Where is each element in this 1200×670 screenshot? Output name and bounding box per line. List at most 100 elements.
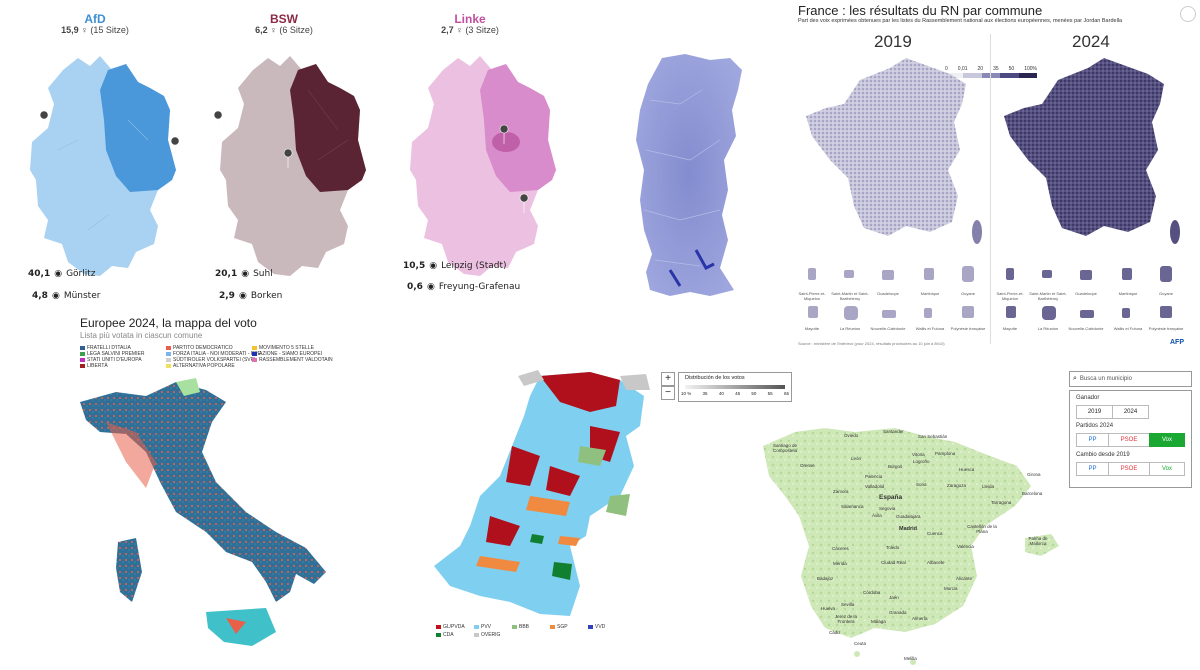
linke-high-value: 10,5 (403, 261, 426, 271)
city-valencia: Valencia (957, 544, 974, 549)
legend-tick: 65 (783, 391, 789, 396)
legend-label: BBB (519, 624, 530, 630)
bsw-high-stat: 20,1 ◉ Suhl (215, 269, 273, 279)
pin-icon: ◉ (241, 269, 250, 279)
legend-label: ALTERNATIVA POPOLARE (173, 363, 235, 369)
scale-1: 0,01 (957, 66, 968, 72)
city-alicante: Alicante (956, 576, 973, 581)
legend-label: VVD (595, 624, 606, 630)
italy-map (80, 378, 326, 646)
city-burgos: Burgos (888, 464, 903, 469)
linke-high-stat: 10,5 ◉ Leipzig (Stadt) (403, 261, 507, 271)
city-girona: Girona (1027, 472, 1041, 477)
city-pamplona: Pamplona (935, 451, 956, 456)
legend-label: LEGA SALVINI PREMIER (87, 351, 145, 357)
city-toledo: Toledo (886, 545, 900, 550)
search-placeholder: Busca un municipio (1079, 376, 1132, 382)
city-granada: Granada (889, 610, 907, 615)
year-2019-button[interactable]: 2019 (1076, 405, 1113, 419)
psoe-button[interactable]: PSOE (1108, 433, 1150, 447)
afd-low-value: 4,8 (32, 291, 48, 301)
city-zamora: Zamora (833, 489, 849, 494)
overseas-territories (808, 266, 974, 320)
legend-item: ALTERNATIVA POPOLARE (166, 363, 235, 369)
linke-seats: (3 Sitze) (465, 25, 499, 35)
afp-logo-top (1180, 6, 1196, 22)
terr-label: Saint-Pierre-et-Miquelon (798, 291, 826, 301)
city-badajoz: Badajoz (817, 576, 834, 581)
legend-item: SÜDTIROLER VOLKSPARTEI (SVP) (166, 357, 256, 363)
france-maps (806, 58, 1180, 320)
legend-swatch (550, 625, 555, 629)
legend-label: PVV (481, 624, 492, 630)
terr-label: Guadeloupe (1075, 291, 1097, 296)
terr-label: Guadeloupe (877, 291, 899, 296)
legend-label: FRATELLI D'ITALIA (87, 345, 131, 351)
linke-result-value: 2,7 (441, 25, 454, 35)
terr-label: Polynésie française (950, 326, 986, 331)
afd-title: AfD (84, 12, 106, 26)
bsw-low-place: Borken (250, 291, 283, 301)
legend-label: CDA (443, 632, 454, 638)
vox-button[interactable]: Vox (1149, 433, 1185, 447)
terr-label: Nouvelle-Calédonie (1068, 326, 1104, 331)
city-cuenca: Cuenca (927, 531, 943, 536)
spain-map (763, 428, 1059, 665)
netherlands-map (434, 370, 650, 616)
terr-label: Martinique (1118, 291, 1138, 296)
linke-title: Linke (454, 12, 486, 26)
legend-swatch (166, 364, 171, 368)
legend-tick: 35 (702, 391, 708, 396)
legend-item: PARTITO DEMOCRATICO (166, 345, 233, 351)
zoom-in-button[interactable]: + (661, 372, 675, 386)
change-vox-button[interactable]: Vox (1149, 462, 1185, 476)
legend-item: LEGA SALVINI PREMIER (80, 351, 144, 357)
city-leon: León (851, 456, 862, 461)
afd-high-stat: 40,1 ◉ Görlitz (28, 269, 96, 279)
terr-label: Mayotte (804, 326, 820, 331)
terr-label: Polynésie française (1148, 326, 1184, 331)
city-huelva: Huelva (821, 606, 836, 611)
city-ciudad-real: Ciudad Real (881, 560, 906, 565)
party-legend-item: SGP (550, 624, 568, 630)
person-icon: ♀ (81, 25, 88, 35)
pin-icon: ◉ (51, 291, 60, 301)
map-afd (30, 56, 176, 276)
terr-label: Wallis et Futuna (915, 326, 945, 331)
city-san-sebastian: San Sebastián (918, 434, 948, 439)
scale-3: 35 (993, 66, 999, 72)
legend-item: FORZA ITALIA - NOI MODERATI - PPE (166, 351, 261, 357)
city-merida: Mérida (833, 561, 847, 566)
city-castellon: Castellón de la Plana (967, 524, 997, 534)
bsw-result: 6,2 ♀ (6 Sitze) (204, 25, 364, 35)
change-psoe-button[interactable]: PSOE (1108, 462, 1150, 476)
france-divider (990, 34, 991, 344)
city-soria: Soria (916, 482, 927, 487)
scale-2: 20 (977, 66, 984, 72)
bsw-high-place: Suhl (253, 269, 273, 279)
city-madrid: Madrid (899, 526, 918, 532)
france-source: Source : ministère de l'Intérieur (pour … (798, 341, 945, 346)
legend-label: MOVIMENTO 5 STELLE (259, 345, 314, 351)
legend-item: AZIONE - SIAMO EUROPEI (252, 351, 322, 357)
legend-swatch (166, 352, 171, 356)
city-zaragoza: Zaragoza (947, 483, 967, 488)
legend-label: PARTITO DEMOCRATICO (173, 345, 233, 351)
city-malaga: Málaga (871, 619, 886, 624)
pp-button[interactable]: PP (1076, 433, 1109, 447)
netherlands-panel: + − Distribución de los votos 10 % 35 40 45… (420, 366, 800, 666)
afd-low-place: Münster (63, 291, 101, 301)
legend-label: SÜDTIROLER VOLKSPARTEI (SVP) (173, 357, 256, 363)
city-palencia: Palencia (865, 474, 883, 479)
change-label: Cambio desde 2019 (1076, 452, 1130, 458)
year-2024-button[interactable]: 2024 (1112, 405, 1149, 419)
zoom-out-button[interactable]: − (661, 386, 675, 400)
municipality-search[interactable]: ⌕ Busca un municipio (1069, 371, 1192, 387)
france-panel: France : les résultats du RN par commune… (790, 0, 1200, 352)
scale-4: 50 (1008, 66, 1015, 72)
legend-item: RASSEMBLEMENT VALDOTAIN (252, 357, 333, 363)
legend-swatch (80, 346, 85, 350)
italy-title: Europee 2024, la mappa del voto (80, 316, 257, 330)
spain-panel: ⌕ Busca un municipio Ganador 2019 2024 P… (755, 366, 1200, 670)
legend-label: GL/PVDA (443, 624, 465, 630)
